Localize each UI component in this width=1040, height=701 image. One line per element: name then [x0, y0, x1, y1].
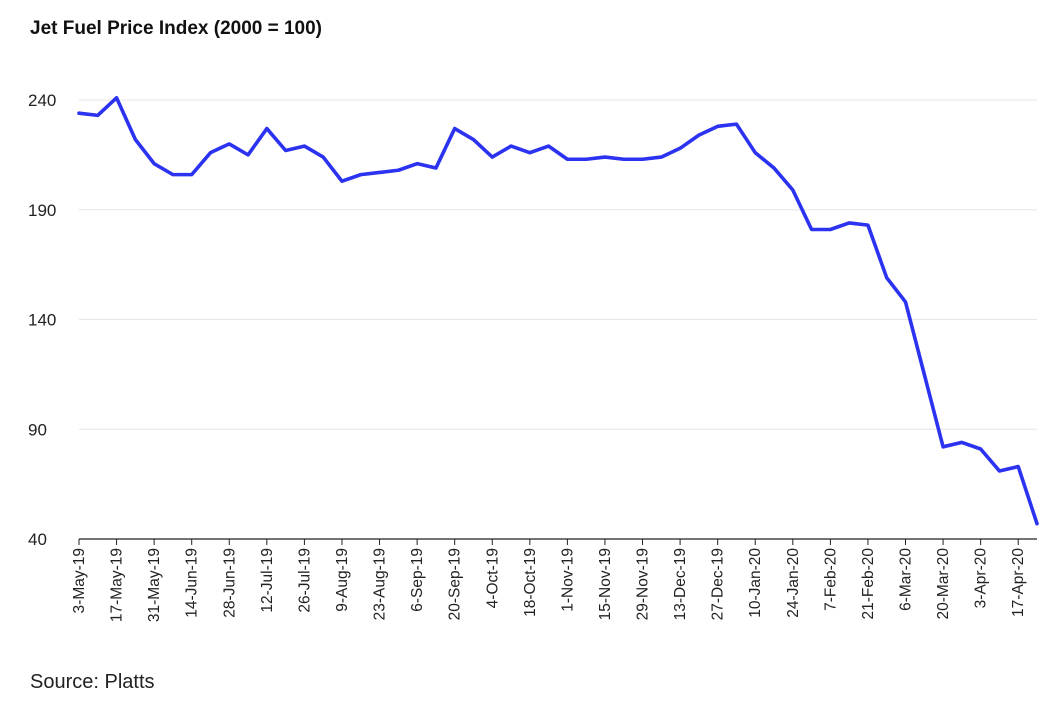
x-tick-label: 6-Sep-19	[409, 548, 426, 612]
x-tick-label: 20-Mar-20	[935, 548, 952, 620]
y-tick-label: 240	[28, 91, 56, 110]
y-tick-label: 140	[28, 311, 56, 330]
data-point	[284, 148, 288, 152]
data-point	[565, 157, 569, 161]
data-point	[659, 155, 663, 159]
data-point	[246, 153, 250, 157]
data-point	[753, 151, 757, 155]
data-point	[302, 144, 306, 148]
x-tick-label: 3-May-19	[71, 548, 88, 613]
data-point	[378, 170, 382, 174]
x-tick-label: 13-Dec-19	[672, 548, 689, 620]
y-tick-label: 190	[28, 201, 56, 220]
x-tick-label: 31-May-19	[146, 548, 163, 622]
data-point	[152, 162, 156, 166]
x-tick-label: 4-Oct-19	[484, 548, 501, 608]
data-point	[960, 440, 964, 444]
data-point	[547, 144, 551, 148]
data-point	[321, 155, 325, 159]
data-point	[997, 469, 1001, 473]
data-point	[359, 173, 363, 177]
data-point	[791, 188, 795, 192]
data-point	[340, 179, 344, 183]
data-point	[208, 151, 212, 155]
x-tick-label: 20-Sep-19	[447, 548, 464, 620]
data-point	[77, 111, 81, 115]
data-point	[847, 221, 851, 225]
x-tick-label: 12-Jul-19	[259, 548, 276, 613]
x-tick-label: 23-Aug-19	[372, 548, 389, 620]
data-point	[772, 166, 776, 170]
data-point	[115, 96, 119, 100]
data-point	[227, 142, 231, 146]
x-tick-label: 27-Dec-19	[710, 548, 727, 620]
x-tick-label: 26-Jul-19	[296, 548, 313, 613]
data-point	[866, 223, 870, 227]
x-tick-label: 3-Apr-20	[973, 548, 990, 609]
x-tick-label: 6-Mar-20	[898, 548, 915, 611]
data-point	[190, 173, 194, 177]
data-point	[1035, 522, 1039, 526]
data-point	[453, 127, 457, 131]
data-point	[265, 127, 269, 131]
x-tick-label: 18-Oct-19	[522, 548, 539, 617]
data-point	[603, 155, 607, 159]
data-point	[471, 138, 475, 142]
data-point	[979, 447, 983, 451]
series-line-jet-fuel-index	[77, 96, 1039, 526]
data-point	[133, 138, 137, 142]
chart-source-note: Source: Platts	[30, 671, 155, 693]
x-tick-label: 10-Jan-20	[747, 548, 764, 618]
chart-title: Jet Fuel Price Index (2000 = 100)	[30, 18, 323, 39]
x-tick-label: 21-Feb-20	[860, 548, 877, 620]
data-point	[828, 228, 832, 232]
x-tick-label: 15-Nov-19	[597, 548, 614, 620]
data-point	[434, 166, 438, 170]
data-point	[678, 146, 682, 150]
y-tick-label: 90	[28, 420, 47, 439]
x-tick-label: 7-Feb-20	[822, 548, 839, 611]
data-point	[810, 228, 814, 232]
data-point	[396, 168, 400, 172]
data-point	[171, 173, 175, 177]
data-point	[490, 155, 494, 159]
x-tick-label: 24-Jan-20	[785, 548, 802, 618]
x-tick-label: 17-Apr-20	[1010, 548, 1027, 617]
data-point	[415, 162, 419, 166]
data-point	[716, 124, 720, 128]
y-axis-ticks: 40 90 140 190 240	[28, 91, 56, 549]
data-point	[697, 133, 701, 137]
y-tick-label: 40	[28, 530, 47, 549]
data-point	[528, 151, 532, 155]
data-point	[885, 276, 889, 280]
x-axis: 3-May-19 17-May-19 31-May-19 14-Jun-19 28-Ju…	[71, 538, 1037, 622]
data-point	[904, 300, 908, 304]
x-tick-label: 1-Nov-19	[559, 548, 576, 612]
x-tick-label: 29-Nov-19	[635, 548, 652, 620]
series-layer	[77, 96, 1039, 526]
data-point	[584, 157, 588, 161]
data-point	[509, 144, 513, 148]
grid-lines	[79, 99, 1037, 430]
data-point	[922, 372, 926, 376]
x-tick-label: 17-May-19	[109, 548, 126, 622]
x-tick-label: 28-Jun-19	[221, 548, 238, 618]
data-point	[941, 445, 945, 449]
data-point	[96, 113, 100, 117]
data-point	[641, 157, 645, 161]
x-tick-label: 9-Aug-19	[334, 548, 351, 612]
data-point	[734, 122, 738, 126]
data-point	[1016, 465, 1020, 469]
x-tick-label: 14-Jun-19	[184, 548, 201, 618]
data-point	[622, 157, 626, 161]
